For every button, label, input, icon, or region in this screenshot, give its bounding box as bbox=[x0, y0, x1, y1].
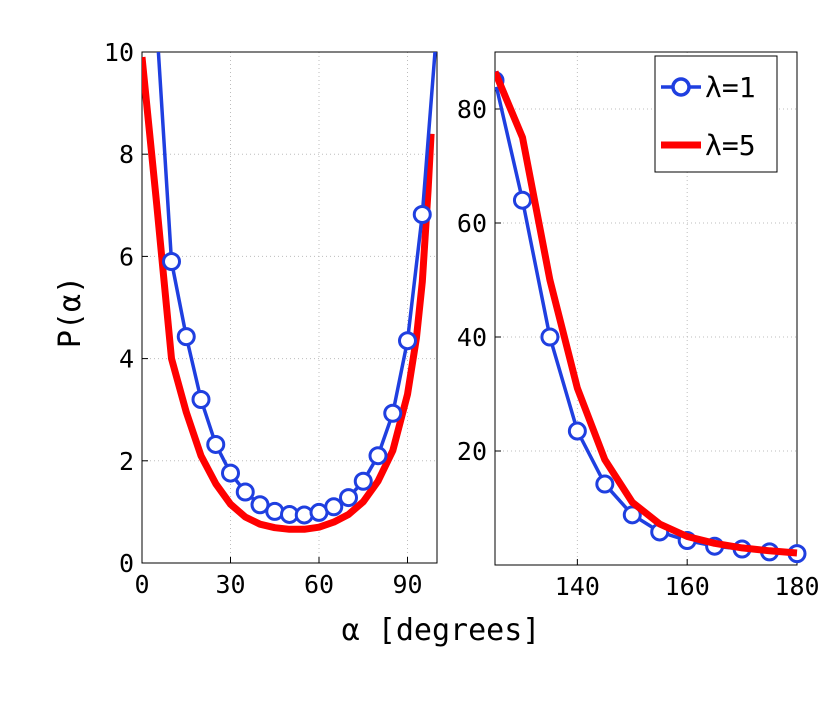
y-tick-label: 80 bbox=[457, 95, 487, 124]
legend-box bbox=[654, 55, 778, 173]
data-point bbox=[540, 327, 560, 347]
x-tick-label: 180 bbox=[774, 572, 819, 601]
y-tick-label: 8 bbox=[119, 140, 134, 169]
y-tick-label: 2 bbox=[119, 447, 134, 476]
x-tick-label: 0 bbox=[134, 570, 149, 599]
data-point bbox=[622, 505, 642, 525]
right-panel: 140 160 180 20 40 60 80 bbox=[457, 51, 820, 601]
legend-label-lambda5: λ=5 bbox=[705, 129, 756, 162]
x-tick-label: 30 bbox=[215, 570, 245, 599]
data-point bbox=[339, 488, 358, 508]
data-point bbox=[512, 190, 532, 210]
data-point bbox=[191, 389, 211, 409]
legend-label-lambda1: λ=1 bbox=[705, 71, 756, 104]
x-tick-label: 140 bbox=[555, 572, 600, 601]
data-point bbox=[162, 252, 181, 272]
x-tick-label: 90 bbox=[392, 570, 422, 599]
series-line bbox=[142, 56, 435, 533]
y-tick-label: 60 bbox=[457, 209, 487, 238]
data-point bbox=[206, 434, 226, 454]
data-point bbox=[324, 497, 344, 517]
data-point bbox=[235, 482, 255, 502]
data-point bbox=[383, 403, 403, 423]
x-axis-label: α [degrees] bbox=[342, 613, 541, 648]
y-axis-label: P(α) bbox=[53, 276, 88, 348]
data-point bbox=[353, 471, 373, 491]
left-panel: 0 30 60 90 0 2 4 6 8 10 bbox=[104, 38, 438, 599]
y-tick-label: 6 bbox=[119, 242, 134, 271]
data-point bbox=[567, 421, 587, 441]
legend-swatch-lambda1-marker bbox=[671, 77, 691, 97]
series-line bbox=[495, 70, 798, 557]
series-lambda5 bbox=[495, 70, 798, 557]
plot-frame bbox=[494, 51, 798, 566]
data-point bbox=[595, 474, 615, 494]
y-tick-label: 4 bbox=[119, 345, 134, 374]
data-point bbox=[412, 204, 432, 224]
legend: λ=1 λ=5 bbox=[654, 55, 778, 173]
plot-frame bbox=[141, 51, 438, 564]
y-tick-label: 0 bbox=[119, 549, 134, 578]
series-lambda1 bbox=[156, 52, 437, 525]
data-point bbox=[221, 463, 240, 483]
data-point bbox=[398, 331, 417, 351]
y-tick-label: 10 bbox=[104, 38, 134, 67]
data-point bbox=[176, 327, 196, 347]
data-point bbox=[368, 446, 388, 466]
series-lambda5 bbox=[142, 56, 435, 533]
y-tick-label: 40 bbox=[457, 323, 487, 352]
x-tick-label: 160 bbox=[665, 572, 710, 601]
x-tick-label: 60 bbox=[304, 570, 334, 599]
data-point bbox=[294, 505, 314, 525]
y-tick-label: 20 bbox=[457, 437, 487, 466]
